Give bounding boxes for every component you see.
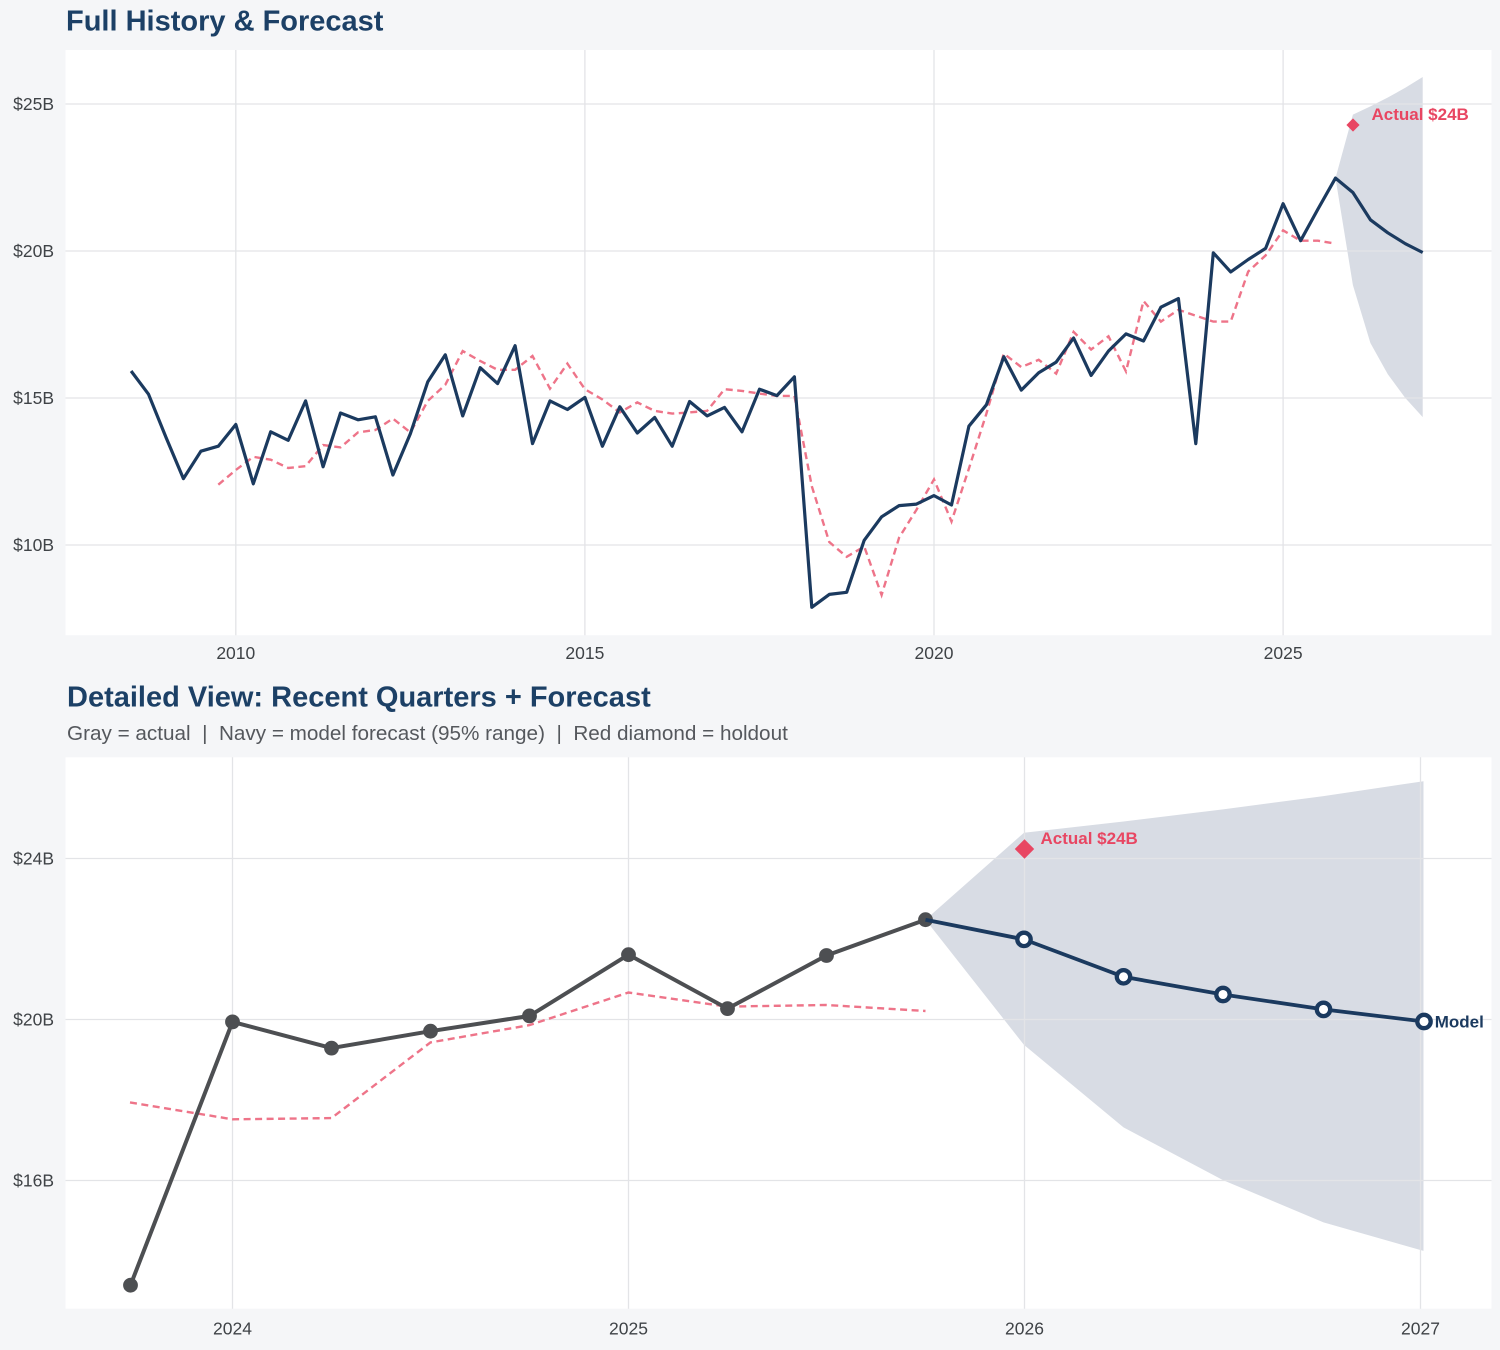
svg-text:2020: 2020	[915, 643, 954, 663]
svg-text:2025: 2025	[1264, 643, 1303, 663]
svg-text:2024: 2024	[213, 1319, 252, 1339]
svg-text:2026: 2026	[1005, 1319, 1044, 1339]
svg-text:$20B: $20B	[13, 1010, 54, 1030]
svg-text:$20B: $20B	[13, 241, 54, 261]
svg-text:2015: 2015	[565, 643, 604, 663]
svg-text:Model: Model	[1435, 1013, 1484, 1032]
svg-text:$16B: $16B	[13, 1171, 54, 1191]
svg-text:$25B: $25B	[13, 94, 54, 114]
svg-text:Detailed View: Recent Quarters: Detailed View: Recent Quarters + Forecas…	[67, 682, 651, 714]
svg-text:$15B: $15B	[13, 388, 54, 408]
svg-text:$24B: $24B	[13, 849, 54, 869]
svg-text:2025: 2025	[609, 1319, 648, 1339]
svg-text:Actual $24B: Actual $24B	[1041, 829, 1138, 848]
svg-text:Gray = actual | Navy = model: Gray = actual | Navy = model forecast (9…	[67, 722, 788, 745]
svg-text:Actual $24B: Actual $24B	[1372, 105, 1469, 124]
svg-text:2027: 2027	[1401, 1319, 1440, 1339]
svg-text:$10B: $10B	[13, 535, 54, 555]
svg-text:Full History & Forecast: Full History & Forecast	[66, 6, 384, 38]
svg-text:2010: 2010	[216, 643, 255, 663]
